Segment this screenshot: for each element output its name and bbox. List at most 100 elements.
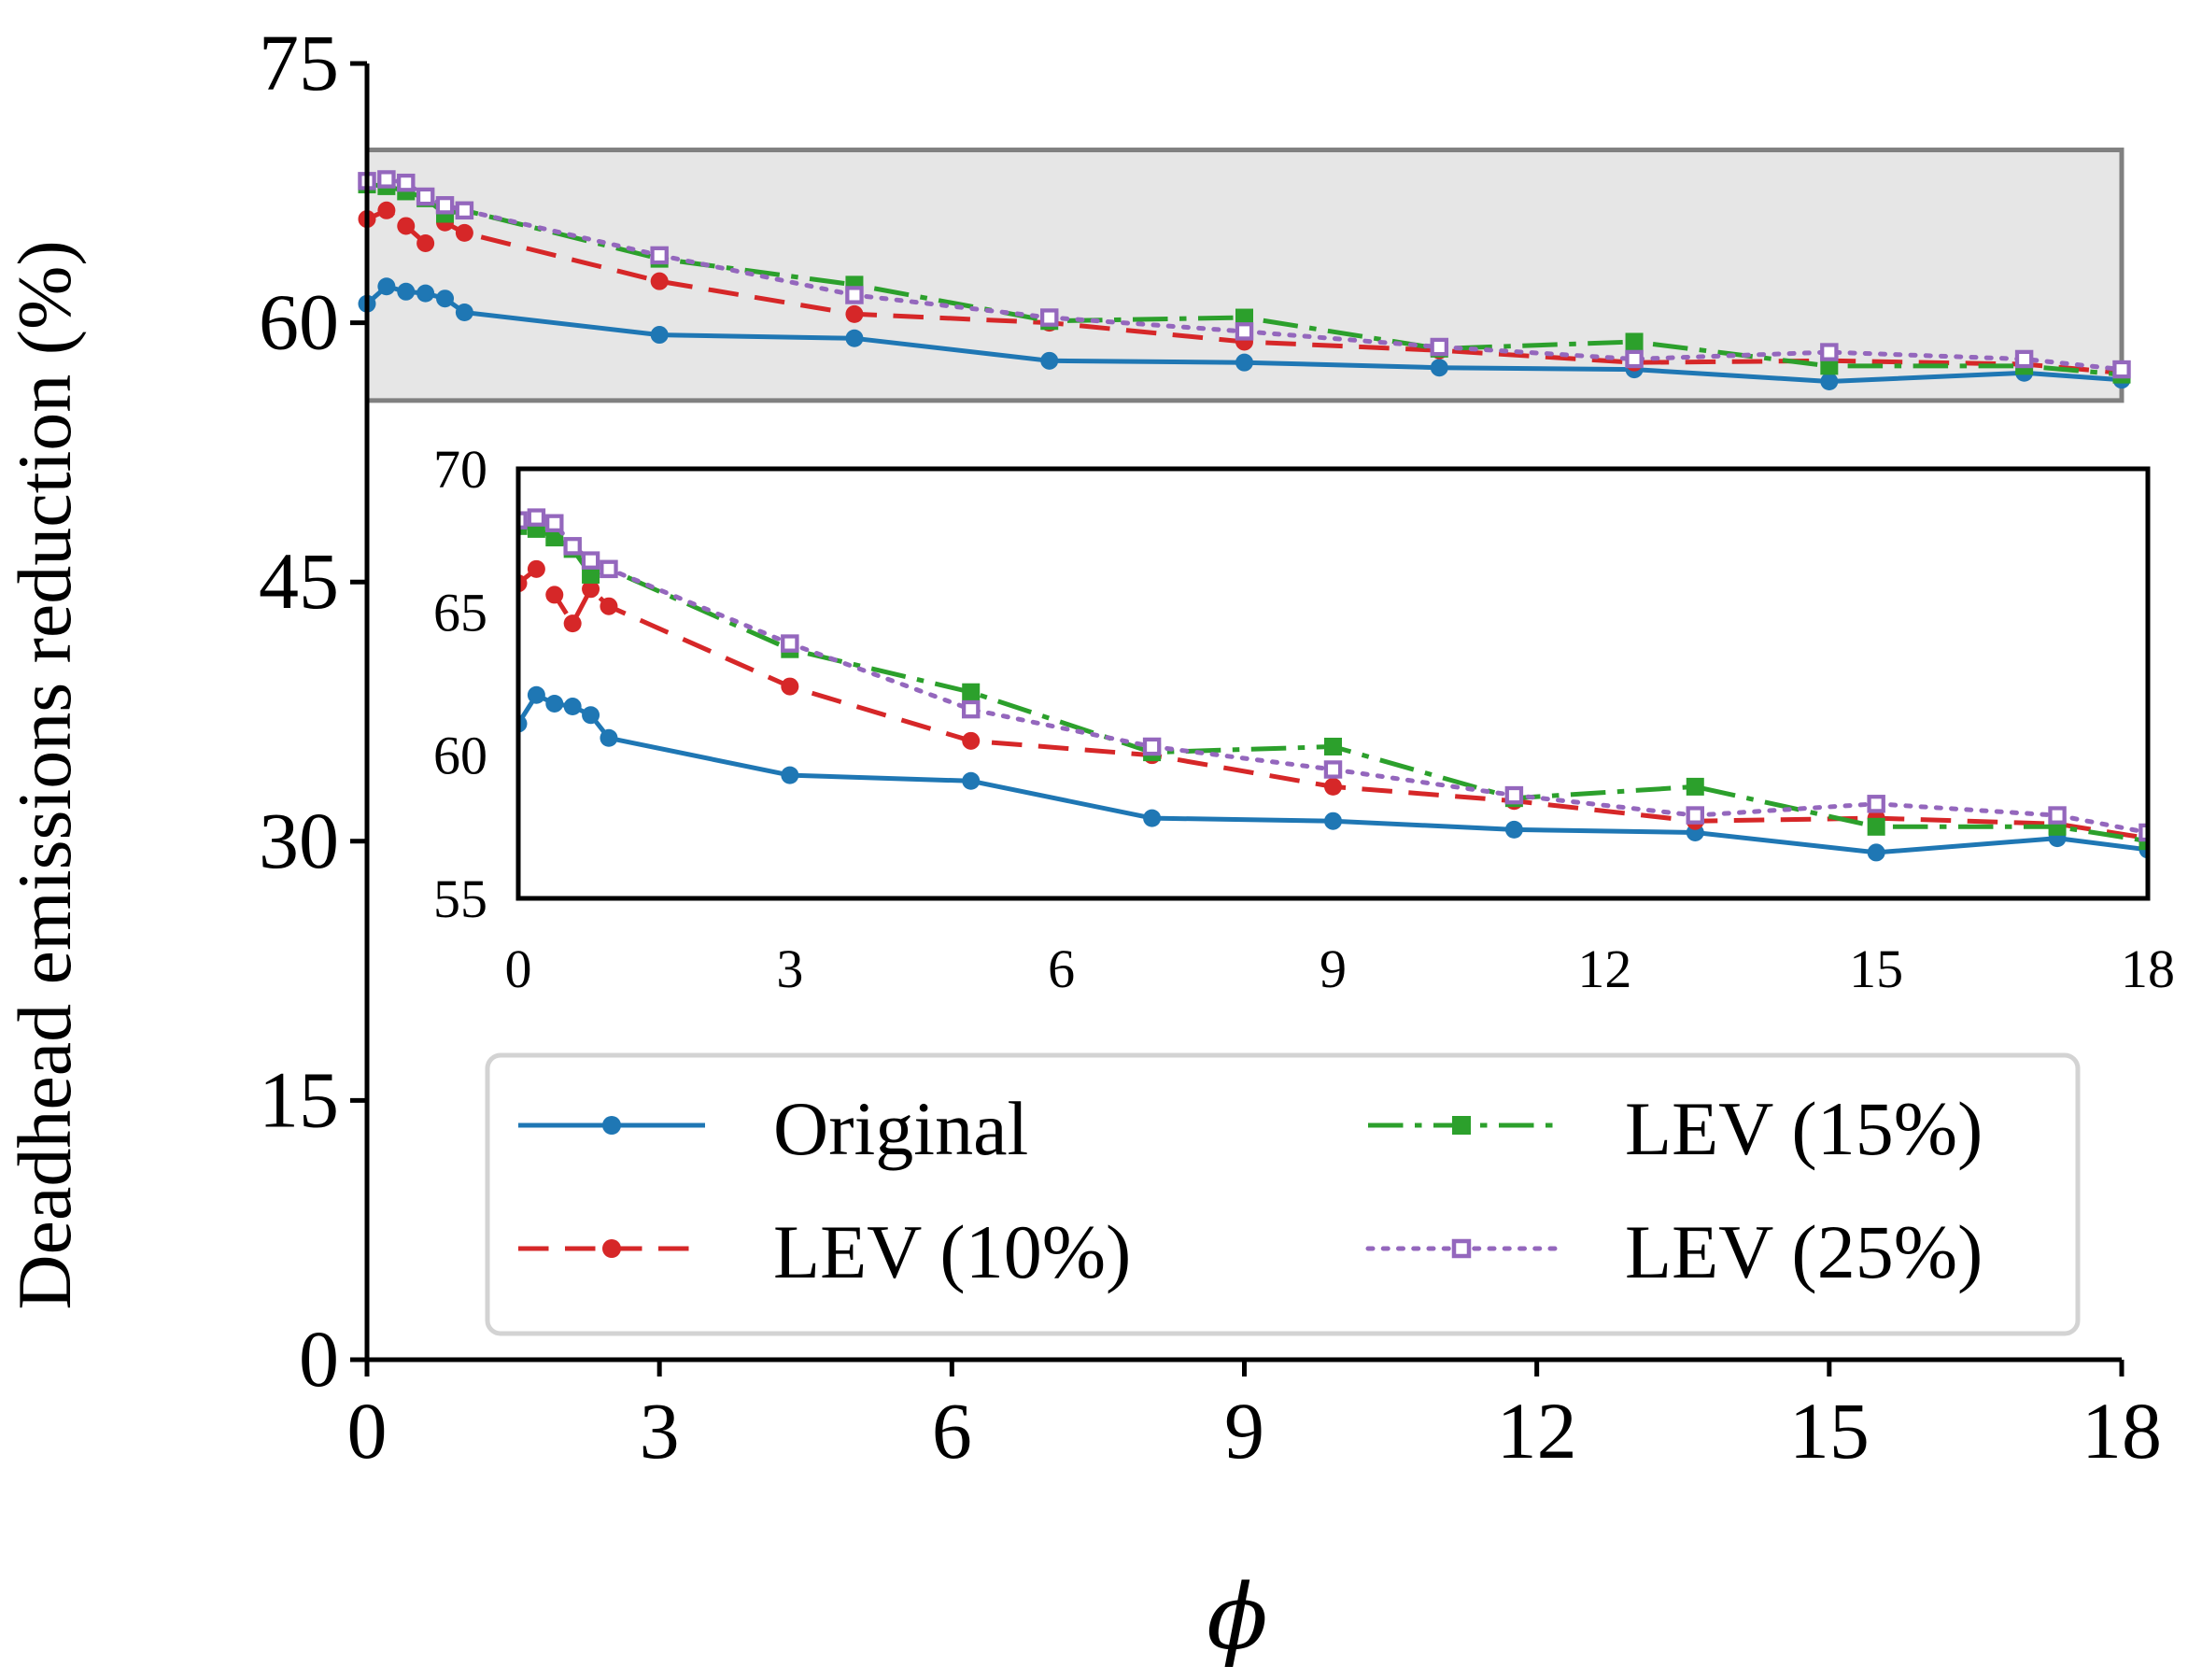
x-tick-label: 12 bbox=[1497, 1386, 1577, 1475]
inset-frame bbox=[515, 466, 2151, 901]
legend-entry: Original bbox=[518, 1086, 1028, 1171]
main-data-point bbox=[377, 277, 396, 296]
inset-data-point bbox=[781, 634, 799, 653]
inset-data-point bbox=[1867, 843, 1885, 862]
main-data-point bbox=[416, 233, 435, 252]
x-tick-label: 9 bbox=[1224, 1386, 1264, 1475]
x-axis-label: ϕ bbox=[1207, 1565, 1267, 1670]
inset-data-point bbox=[1324, 777, 1342, 796]
inset-series-3 bbox=[518, 508, 2148, 842]
inset-x-tick-label: 15 bbox=[1849, 939, 1903, 999]
inset-data-point bbox=[1686, 806, 1705, 825]
legend-label: Original bbox=[773, 1086, 1028, 1171]
main-data-point bbox=[455, 303, 473, 321]
inset-data-point bbox=[1323, 760, 1343, 779]
inset-data-point bbox=[1324, 737, 1342, 755]
inset-data-point bbox=[527, 685, 545, 704]
legend: Original LEV (10%) LEV (15%) LEV (25%) bbox=[485, 1052, 2081, 1336]
inset-x-tick-label: 12 bbox=[1577, 939, 1631, 999]
inset-data-point bbox=[1867, 795, 1885, 813]
x-tick-label: 6 bbox=[932, 1386, 972, 1475]
y-tick-label: 75 bbox=[259, 18, 339, 107]
main-data-point bbox=[436, 289, 455, 308]
legend-label: LEV (25%) bbox=[1625, 1209, 1983, 1294]
main-data-point bbox=[397, 282, 416, 301]
inset-data-point bbox=[781, 677, 799, 696]
inset-data-point bbox=[1504, 785, 1524, 805]
inset-data-point bbox=[1867, 817, 1885, 836]
inset-y-tick-label: 65 bbox=[433, 582, 487, 642]
y-axis-label: Deadhead emissions reduction (%) bbox=[2, 240, 87, 1309]
main-data-point bbox=[455, 201, 474, 220]
inset-data-point bbox=[1143, 809, 1162, 827]
inset-data-point bbox=[962, 731, 981, 750]
main-data-point bbox=[1235, 353, 1253, 372]
main-data-point bbox=[845, 329, 864, 347]
main-data-point bbox=[845, 304, 864, 323]
main-data-point bbox=[1820, 343, 1839, 361]
legend-label: LEV (10%) bbox=[773, 1209, 1131, 1294]
x-tick-label: 3 bbox=[640, 1386, 680, 1475]
y-tick-label: 45 bbox=[259, 536, 339, 626]
inset-data-point bbox=[1504, 820, 1523, 839]
inset-data-point bbox=[545, 586, 564, 604]
legend-entry: LEV (15%) bbox=[1368, 1086, 1983, 1171]
main-data-point bbox=[2014, 349, 2034, 369]
legend-marker bbox=[602, 1239, 621, 1258]
main-data-point bbox=[397, 173, 416, 192]
inset-y-tick-label: 70 bbox=[433, 439, 487, 500]
inset-y-tick-label: 60 bbox=[433, 726, 487, 786]
inset-x-tick-label: 0 bbox=[505, 939, 532, 999]
main-data-point bbox=[377, 201, 396, 219]
inset-data-point bbox=[563, 614, 582, 633]
main-data-point bbox=[377, 170, 396, 189]
inset-data-point bbox=[600, 728, 618, 747]
main-data-point bbox=[1235, 322, 1254, 341]
inset-data-point bbox=[1324, 812, 1342, 830]
inset-data-point bbox=[781, 766, 799, 784]
inset-data-point bbox=[581, 551, 600, 570]
inset-data-point bbox=[1686, 777, 1704, 796]
legend-entry: LEV (10%) bbox=[518, 1209, 1131, 1294]
main-series-line bbox=[366, 182, 2123, 377]
y-tick-label: 0 bbox=[299, 1314, 339, 1404]
x-tick-label: 15 bbox=[1789, 1386, 1870, 1475]
inset-y-tick-label: 55 bbox=[433, 868, 487, 929]
x-tick-label: 0 bbox=[347, 1386, 388, 1475]
y-tick-label: 60 bbox=[259, 277, 339, 367]
legend-box bbox=[485, 1052, 2081, 1336]
inset-data-point bbox=[2048, 806, 2067, 825]
main-plot-series bbox=[358, 170, 2131, 391]
legend-label: LEV (15%) bbox=[1625, 1086, 1983, 1171]
legend-marker bbox=[602, 1116, 621, 1135]
inset-data-point bbox=[527, 508, 546, 527]
inset-series-line bbox=[518, 523, 2148, 844]
main-data-point bbox=[845, 286, 864, 304]
legend-entry: LEV (25%) bbox=[1365, 1209, 1983, 1294]
inset-data-point bbox=[961, 699, 981, 719]
inset-plot: 55 60 65 70 0 3 6 9 12 15 18 bbox=[433, 439, 2175, 999]
main-data-point bbox=[416, 187, 435, 206]
inset-data-point bbox=[1142, 737, 1162, 756]
inset-data-point bbox=[962, 771, 981, 790]
inset-data-point bbox=[582, 706, 600, 725]
main-data-point bbox=[650, 246, 669, 265]
inset-series bbox=[518, 508, 2148, 862]
main-data-point bbox=[416, 284, 435, 303]
main-data-point bbox=[1820, 357, 1839, 375]
inset-x-tick-label: 6 bbox=[1048, 939, 1075, 999]
main-data-point bbox=[455, 223, 473, 242]
inset-data-point bbox=[527, 559, 545, 578]
legend-marker bbox=[1452, 1116, 1471, 1135]
inset-data-point bbox=[545, 529, 564, 547]
main-data-point bbox=[435, 196, 455, 215]
inset-data-point bbox=[545, 514, 564, 533]
inset-data-point bbox=[962, 683, 981, 701]
main-series-3 bbox=[358, 170, 2131, 379]
inset-x-tick-label: 3 bbox=[776, 939, 803, 999]
x-tick-label: 18 bbox=[2082, 1386, 2162, 1475]
main-data-point bbox=[650, 272, 669, 290]
main-data-point bbox=[1625, 332, 1644, 351]
